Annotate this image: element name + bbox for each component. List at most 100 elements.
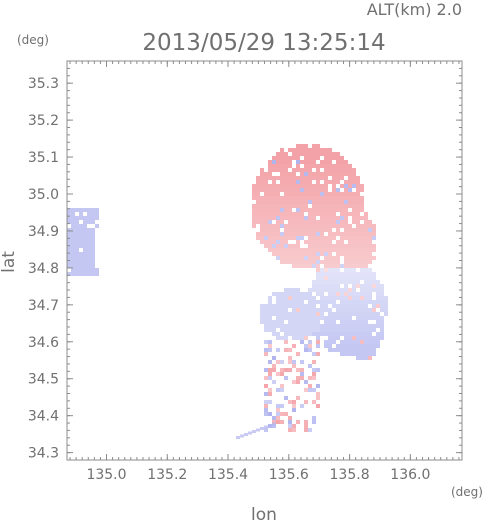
field-cell [356,188,360,192]
field-cell [316,148,320,152]
field-cell [272,252,276,256]
field-cell [260,228,264,232]
field-cell [308,428,312,432]
field-cell [272,420,276,424]
field-cell [372,300,376,304]
field-cell [308,208,312,212]
field-cell [360,332,364,336]
field-cell [300,316,304,320]
field-cell [264,428,268,432]
field-cell [356,200,360,204]
field-cell [312,416,316,420]
field-cell [312,328,316,332]
field-cell [308,264,312,268]
field-cell [336,204,340,208]
field-cell [316,200,320,204]
field-cell [71,256,75,260]
field-cell [268,248,272,252]
field-cell [300,372,304,376]
field-cell [308,252,312,256]
field-cell [276,208,280,212]
field-cell [344,192,348,196]
field-cell [340,348,344,352]
field-cell [308,180,312,184]
field-cell [284,248,288,252]
field-cell [67,272,71,276]
field-cell [344,188,348,192]
field-cell [91,260,95,264]
field-cell [312,204,316,208]
field-cell [324,288,328,292]
field-cell [328,240,332,244]
y-tick-label: 35.1 [28,150,59,166]
field-cell [276,420,280,424]
field-cell [264,228,268,232]
field-cell [312,320,316,324]
field-cell [336,292,340,296]
field-cell [304,200,308,204]
field-cell [328,216,332,220]
field-cell [356,232,360,236]
field-cell [344,184,348,188]
field-cell [340,304,344,308]
field-cell [296,240,300,244]
field-cell [328,208,332,212]
field-cell [252,184,256,188]
field-cell [372,344,376,348]
field-cell [340,232,344,236]
y-tick-label: 34.7 [28,298,59,314]
field-cell [308,148,312,152]
field-cell [268,296,272,300]
field-cell [300,300,304,304]
field-cell [344,316,348,320]
field-cell [300,336,304,340]
field-cell [284,368,288,372]
field-cell [71,228,75,232]
field-cell [340,248,344,252]
field-cell [320,280,324,284]
field-cell [276,212,280,216]
field-cell [284,156,288,160]
field-cell [364,220,368,224]
field-cell [332,280,336,284]
field-cell [372,316,376,320]
field-cell [308,316,312,320]
field-cell [308,156,312,160]
field-cell [356,192,360,196]
field-cell [336,160,340,164]
field-cell [344,264,348,268]
field-cell [316,180,320,184]
field-cell [372,224,376,228]
field-cell [316,280,320,284]
field-cell [372,272,376,276]
field-cell [372,256,376,260]
field-cell [348,344,352,348]
field-cell [292,320,296,324]
field-cell [284,340,288,344]
field-cell [376,320,380,324]
field-cell [332,248,336,252]
field-cell [268,224,272,228]
field-cell [284,288,288,292]
field-cell [300,308,304,312]
field-cell [332,316,336,320]
field-cell [304,164,308,168]
field-cell [344,300,348,304]
field-cell [308,244,312,248]
field-cell [91,208,95,212]
field-cell [316,164,320,168]
field-cell [312,324,316,328]
field-cell [67,256,71,260]
field-cell [308,304,312,308]
field-cell [316,332,320,336]
field-cell [252,212,256,216]
y-axis-label: lat [0,251,19,273]
field-cell [376,324,380,328]
field-cell [336,164,340,168]
field-cell [296,180,300,184]
field-cell [300,376,304,380]
field-cell [284,240,288,244]
field-cell [360,348,364,352]
field-cell [372,288,376,292]
field-cell [332,204,336,208]
